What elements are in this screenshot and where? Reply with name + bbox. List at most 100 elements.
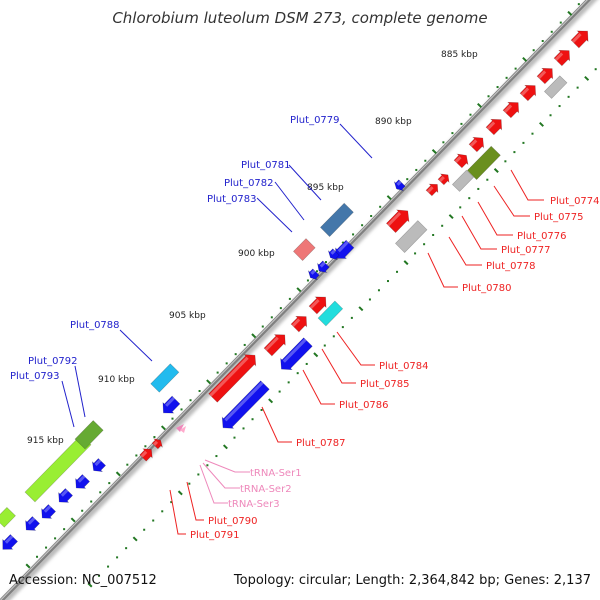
cds-reverse [2,534,19,550]
tick-minor [242,427,245,430]
tick-major [358,306,364,312]
tick-major [115,471,121,477]
cds-forward-shade [152,440,159,446]
gene-label: Plut_0793 [10,371,60,382]
gene-features [0,30,589,550]
tick-minor [171,417,174,420]
tick-minor [424,159,427,162]
tick-minor [216,371,219,374]
tick-minor [504,160,507,163]
tick-minor [406,178,409,181]
tick-minor [260,408,263,411]
tick-minor [198,389,201,392]
tick-minor [459,206,462,209]
tick-major [493,168,499,173]
gene-label: Plut_0782 [224,178,274,189]
tick-minor [350,316,353,319]
cds-forward [485,118,503,136]
tick-minor [225,362,228,365]
tick-major [87,582,93,588]
tick-minor [315,270,318,273]
tick-minor [189,399,192,402]
tick-minor [496,86,499,89]
cds-reverse-shade [43,505,52,513]
tick-minor [125,547,128,550]
cds-forward [502,101,520,119]
tick-minor [432,233,435,236]
cds-forward-shade [426,186,434,193]
tick-minor [54,537,57,540]
tick-major [70,517,76,523]
tick-minor [567,95,570,98]
tick-minor [451,132,454,135]
cds-forward-shade [438,176,445,182]
tick-major [268,398,274,404]
kbp-label: 905 kbp [169,311,206,321]
tick-major [584,75,590,81]
tick-major [403,260,409,266]
tick-minor [513,151,516,154]
cds-forward-shade [486,121,496,130]
cds-grey [543,75,568,99]
tick-minor [170,501,173,504]
tick-minor [288,297,291,300]
map-title: Chlorobium luteolum DSM 273, complete ge… [112,9,488,27]
cds-grey [394,220,428,254]
kbp-labels: 885 kbp 890 kbp 895 kbp 900 kbp 905 kbp … [27,50,478,446]
tick-minor [558,105,561,108]
cds-reverse-shade [330,249,336,255]
tick-major [522,56,528,62]
tick-major [206,379,212,385]
tick-minor [206,464,209,467]
tick-minor [576,86,579,89]
cds-forward [139,448,153,462]
tick-minor [531,132,534,135]
tick-minor [341,326,344,329]
cds-reverse-shade [94,459,102,466]
tick-major [567,10,573,16]
cds-olive [466,145,501,181]
tick-minor [45,546,48,549]
cds-reverse [280,337,313,371]
cds-forward [425,183,439,197]
tick-minor [460,122,463,125]
tick-minor [370,214,373,217]
tick-major [177,490,183,496]
tick-major [296,287,302,293]
tick-minor [278,390,281,393]
cds-forward [453,153,469,169]
cds-lime [24,434,92,503]
tick-minor [234,353,237,356]
tick-minor [233,436,236,439]
tick-minor [180,408,183,411]
cds-green [74,420,104,450]
trna-feature [180,426,186,433]
cds-reverse-shade [60,489,69,497]
tick-minor [144,445,147,448]
tick-minor [279,307,282,310]
cds-reverse [221,380,270,429]
gene-label: Plut_0775 [534,212,584,223]
cds-pink [292,238,316,262]
tick-minor [377,289,380,292]
cds-forward-shade [264,336,279,351]
gene-label: Plut_0787 [296,438,346,449]
label-leaders [61,123,544,535]
tick-minor [296,372,299,375]
tick-minor [505,76,508,79]
cds-reverse-shade [4,535,14,544]
tick-minor [243,343,246,346]
cds-steel [319,202,354,238]
gene-label: tRNA-Ser1 [250,468,302,479]
tick-minor [324,261,327,264]
tick-minor [469,113,472,116]
accession-text: Accession: NC_007512 [9,573,157,588]
gene-label: tRNA-Ser3 [228,499,280,510]
tick-minor [559,21,562,24]
tick-major [222,444,228,450]
cds-reverse [162,395,181,414]
cds-reverse [308,268,320,280]
gene-label: Plut_0777 [501,245,551,256]
cds-forward [468,136,485,153]
